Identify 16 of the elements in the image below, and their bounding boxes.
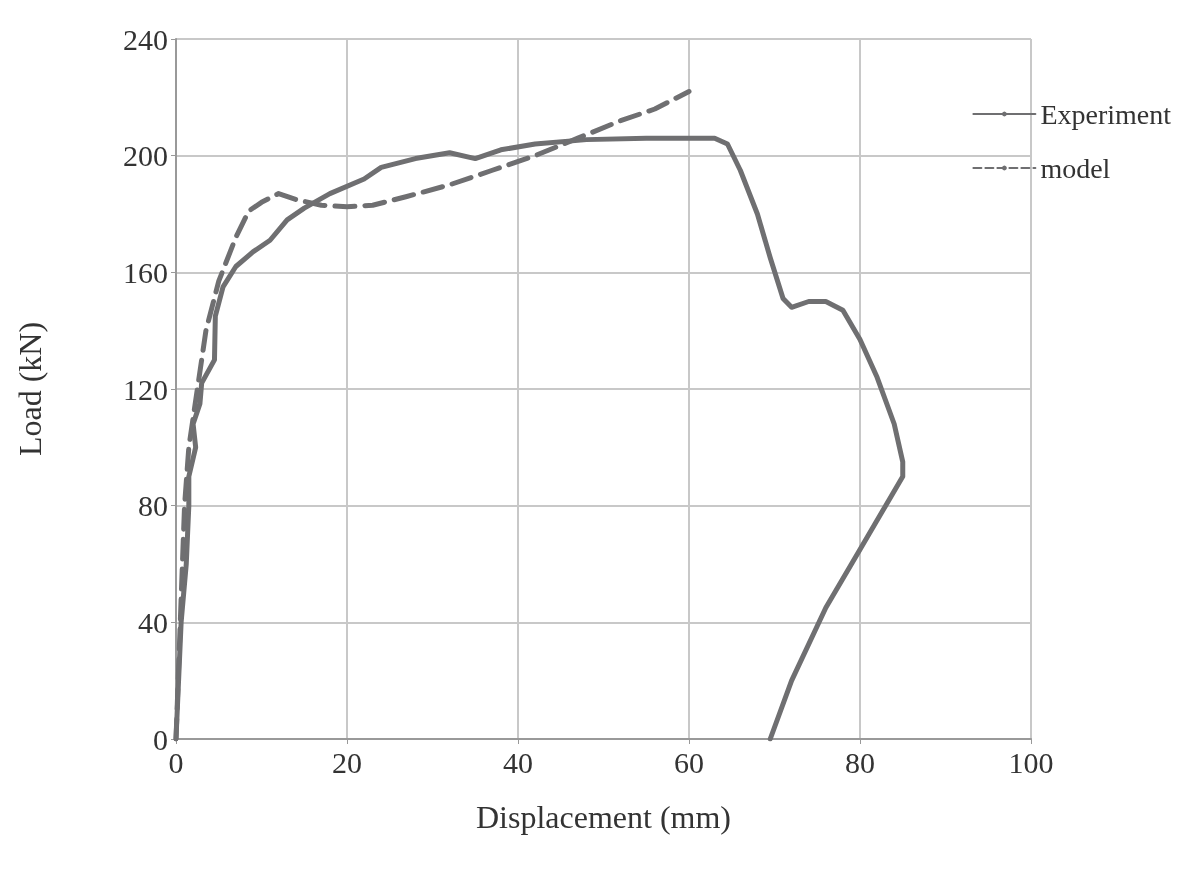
- y-tick-label: 120: [123, 372, 168, 406]
- y-tick-label: 40: [138, 605, 168, 639]
- y-tick-label: 160: [123, 255, 168, 289]
- legend-label: model: [1040, 152, 1111, 184]
- x-tick-label: 40: [503, 745, 533, 779]
- y-tick-label: 240: [123, 22, 168, 56]
- x-tick-label: 80: [845, 745, 875, 779]
- y-tick-label: 80: [138, 489, 168, 523]
- y-axis-title: Load (kN): [12, 321, 48, 457]
- y-tick-label: 0: [153, 722, 168, 756]
- x-tick-label: 20: [332, 745, 362, 779]
- x-tick-label: 60: [674, 745, 704, 779]
- x-tick-label: 100: [1008, 745, 1054, 779]
- y-tick-label: 200: [123, 139, 168, 173]
- legend-label: Experiment: [1040, 98, 1172, 130]
- x-axis-title: Displacement (mm): [475, 799, 732, 835]
